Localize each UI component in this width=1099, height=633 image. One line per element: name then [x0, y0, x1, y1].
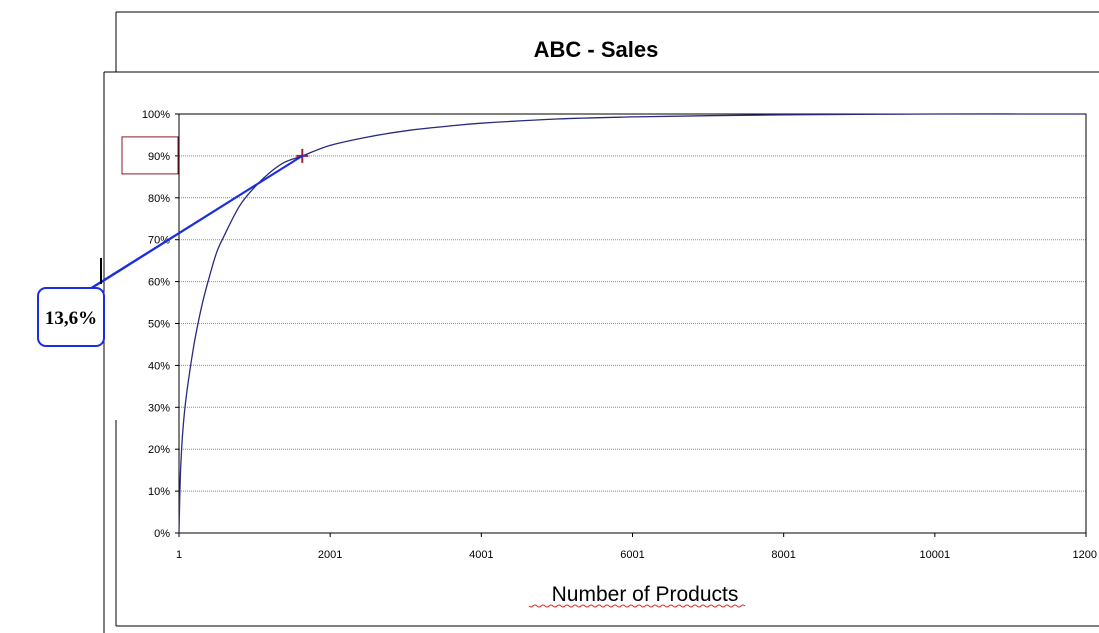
- y-tick-label: 80%: [148, 193, 170, 205]
- x-tick-label: 1: [176, 549, 182, 561]
- highlighted-90-percent-box: [121, 136, 179, 175]
- gridlines: [179, 155, 1086, 492]
- y-tick-label: 100%: [142, 109, 170, 121]
- x-tick-label: 2001: [318, 549, 342, 561]
- y-tick-label: 40%: [148, 360, 170, 372]
- y-tick-label: 0%: [154, 528, 170, 540]
- x-axis-tick-labels: 1 2001 4001 6001 8001 10001 1200: [176, 533, 1097, 561]
- x-tick-label: 8001: [771, 549, 795, 561]
- x-tick-label: 6001: [620, 549, 644, 561]
- y-tick-label: 30%: [148, 402, 170, 414]
- callout-13-6-percent: 13,6%: [37, 154, 304, 347]
- spellcheck-underlines: [528, 604, 746, 608]
- y-tick-label: 60%: [148, 277, 170, 289]
- x-tick-label: 1200: [1073, 549, 1097, 561]
- x-tick-label: 4001: [469, 549, 493, 561]
- y-tick-label: 20%: [148, 444, 170, 456]
- x-axis-title: Number of Products: [552, 583, 739, 606]
- y-tick-label: 90%: [148, 151, 170, 163]
- callout-box: [37, 287, 105, 347]
- callout-pointer: [87, 154, 304, 291]
- chart-title: ABC - Sales: [534, 37, 659, 62]
- y-axis-tick-labels: 0% 10% 20% 30% 40% 50% 60% 70% 80% 90% 100%: [142, 109, 179, 540]
- y-tick-label: 70%: [148, 235, 170, 247]
- callout-value: 13,6%: [45, 308, 97, 329]
- y-tick-label: 50%: [148, 319, 170, 331]
- y-tick-label: 10%: [148, 486, 170, 498]
- x-tick-label: 10001: [920, 549, 951, 561]
